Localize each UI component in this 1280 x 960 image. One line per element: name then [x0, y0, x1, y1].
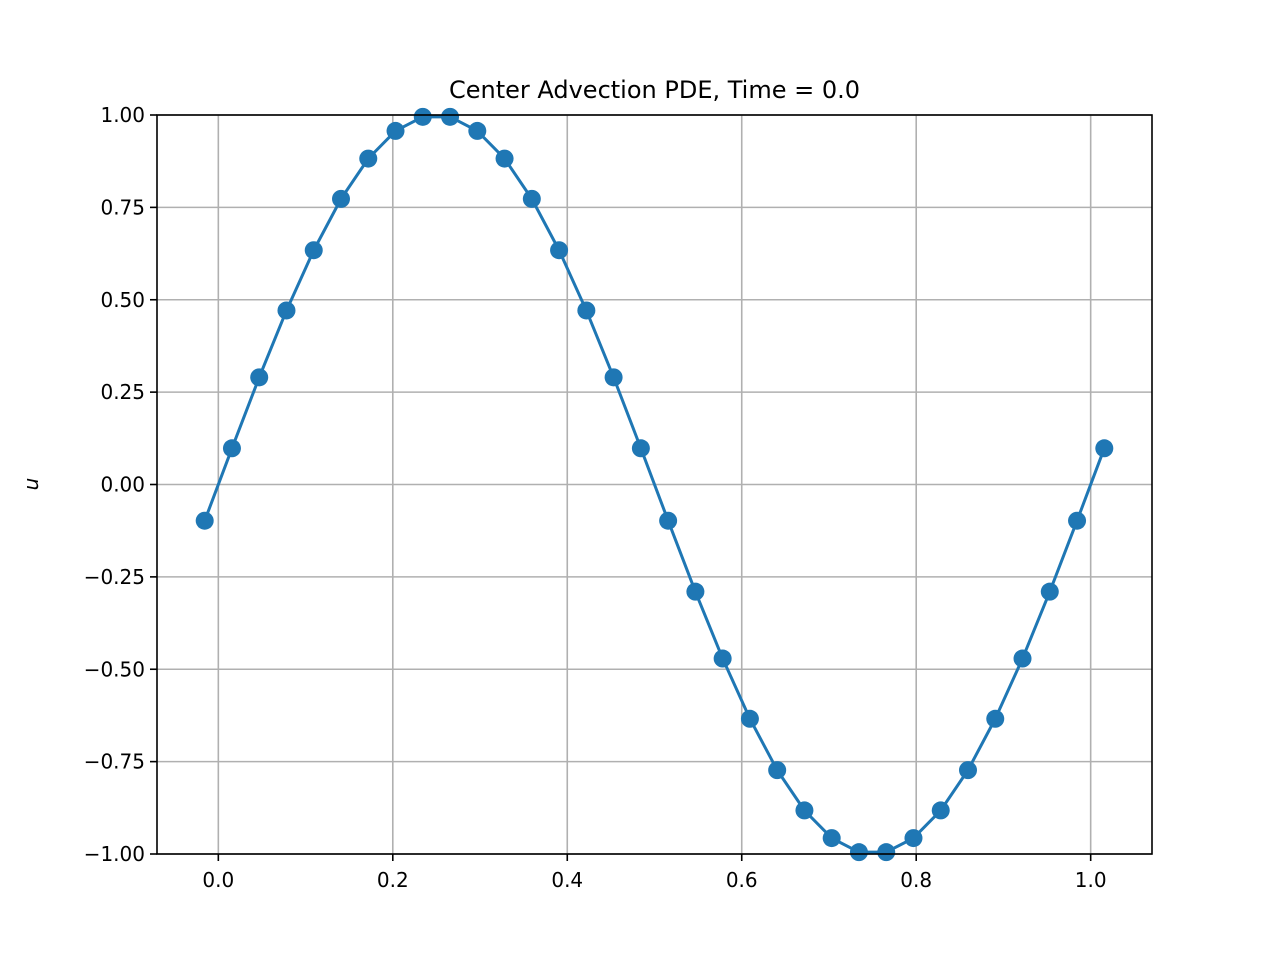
data-point [795, 801, 814, 820]
data-series [195, 107, 1114, 862]
data-point [604, 368, 623, 387]
data-point [331, 189, 350, 208]
x-tick-label: 0.6 [726, 868, 758, 892]
y-tick-label: −0.75 [84, 750, 145, 774]
data-point [1013, 649, 1032, 668]
data-point [522, 189, 541, 208]
x-tick-label: 0.8 [900, 868, 932, 892]
data-point [441, 107, 460, 126]
data-point [304, 241, 323, 260]
data-point [931, 801, 950, 820]
y-tick-label: 0.25 [100, 380, 145, 404]
data-point [1040, 582, 1059, 601]
chart-title: Center Advection PDE, Time = 0.0 [449, 76, 860, 104]
data-point [277, 301, 296, 320]
y-tick-label: −0.50 [84, 657, 145, 681]
data-point [986, 709, 1005, 728]
data-point [550, 241, 569, 260]
data-point [822, 829, 841, 848]
y-tick-label: 0.00 [100, 473, 145, 497]
y-tick-label: 1.00 [100, 103, 145, 127]
data-point [195, 511, 214, 530]
data-point [740, 709, 759, 728]
data-point [386, 121, 405, 140]
series-line [203, 115, 1106, 854]
data-point [1095, 439, 1114, 458]
data-point [768, 761, 787, 780]
data-point [413, 107, 432, 126]
data-point [1068, 511, 1087, 530]
data-point [849, 843, 868, 862]
data-point [959, 761, 977, 780]
ticks: 0.0 0.2 0.4 0.6 0.8 1.0 1.00 0.75 0.50 0.25 0.00 −0… [84, 103, 1107, 892]
y-tick-label: −0.25 [84, 565, 145, 589]
data-point [222, 439, 241, 458]
x-tick-label: 0.2 [377, 868, 409, 892]
data-point [877, 843, 896, 862]
data-point [468, 121, 487, 140]
y-axis-label: u [19, 478, 43, 491]
data-point [686, 582, 705, 601]
y-tick-label: 0.50 [100, 288, 145, 312]
data-point [495, 149, 514, 168]
data-point [577, 301, 596, 320]
data-point [659, 511, 678, 530]
x-tick-label: 0.0 [202, 868, 234, 892]
data-point [250, 368, 269, 387]
x-tick-label: 0.4 [551, 868, 583, 892]
y-tick-label: −1.00 [84, 842, 145, 866]
data-point [359, 149, 378, 168]
data-point [631, 439, 650, 458]
data-point [904, 829, 923, 848]
x-tick-label: 1.0 [1075, 868, 1107, 892]
data-point [713, 649, 732, 668]
y-tick-label: 0.75 [100, 195, 145, 219]
